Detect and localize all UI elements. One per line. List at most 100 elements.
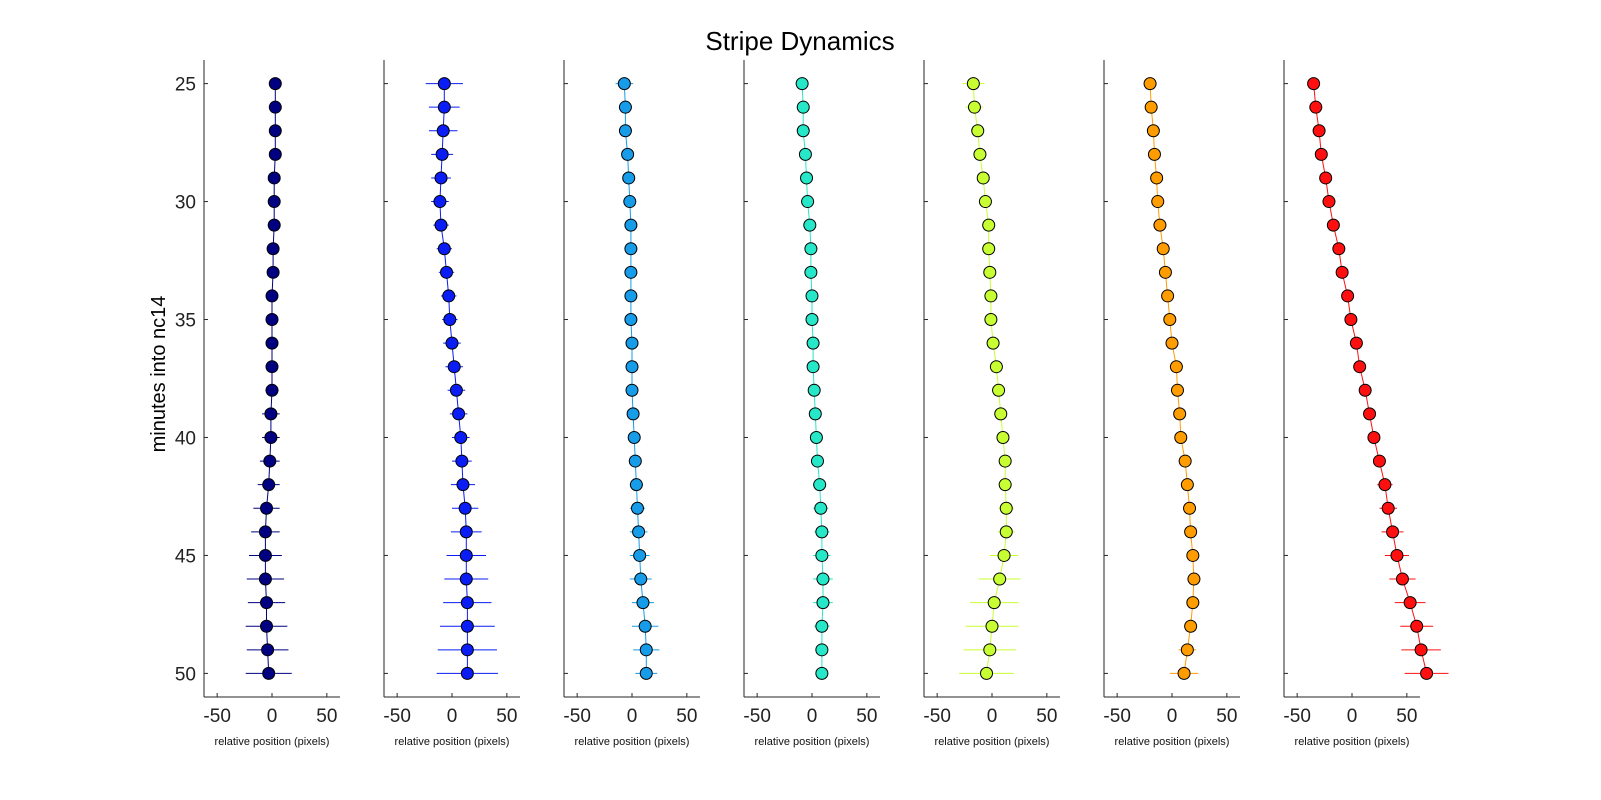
data-point	[1165, 336, 1179, 350]
data-point	[967, 100, 981, 114]
data-point	[993, 572, 1007, 586]
x-axis-label: relative position (pixels)	[575, 736, 690, 748]
data-point	[994, 407, 1008, 421]
data-point	[815, 548, 829, 562]
data-point	[1341, 289, 1355, 303]
chart-title: Stripe Dynamics	[705, 26, 894, 56]
data-point	[1163, 313, 1177, 327]
data-point	[460, 596, 474, 610]
data-point	[268, 147, 282, 161]
data-point	[999, 525, 1013, 539]
x-tick-label: 0	[1347, 706, 1358, 727]
data-point	[442, 289, 456, 303]
y-axis-label: minutes into nc14	[148, 296, 170, 453]
data-point	[264, 407, 278, 421]
data-point	[984, 313, 998, 327]
data-point	[638, 619, 652, 633]
series-line	[1313, 83, 1428, 674]
data-point	[1169, 360, 1183, 374]
data-point	[986, 336, 1000, 350]
x-tick-label: -50	[1283, 706, 1310, 727]
data-point	[815, 619, 829, 633]
data-point	[454, 430, 468, 444]
panel-7: -50 0 50 relative position (pixels)	[1283, 60, 1449, 748]
data-point	[629, 478, 643, 492]
panels-group: 25 30 35 40 45 50 -50 0 50 relative position (pix…	[175, 60, 1449, 748]
data-point	[459, 572, 473, 586]
x-tick-label: 50	[496, 706, 517, 727]
data-point	[813, 478, 827, 492]
x-tick-label: 50	[316, 706, 337, 727]
data-point	[443, 313, 457, 327]
data-point	[1410, 619, 1424, 633]
data-point	[1326, 218, 1340, 232]
data-point	[992, 383, 1006, 397]
data-point	[625, 383, 639, 397]
data-point	[1180, 478, 1194, 492]
data-point	[437, 242, 451, 256]
data-point	[815, 666, 829, 680]
data-point	[1144, 100, 1158, 114]
data-point	[621, 147, 635, 161]
data-point	[982, 242, 996, 256]
y-tick-label: 35	[175, 311, 196, 332]
data-point	[628, 454, 642, 468]
data-point	[984, 289, 998, 303]
data-point	[803, 218, 817, 232]
x-axis-label: relative position (pixels)	[1295, 736, 1410, 748]
data-point	[268, 100, 282, 114]
data-point	[625, 360, 639, 374]
data-point	[623, 195, 637, 209]
data-point	[624, 289, 638, 303]
data-point	[1335, 265, 1349, 279]
data-point	[624, 265, 638, 279]
data-point	[1319, 171, 1333, 185]
data-point	[445, 336, 459, 350]
data-point	[1147, 147, 1161, 161]
y-tick-label: 45	[175, 546, 196, 567]
data-point	[985, 619, 999, 633]
data-point	[1174, 430, 1188, 444]
data-point	[1403, 596, 1417, 610]
data-point	[1153, 218, 1167, 232]
data-point	[639, 666, 653, 680]
data-point	[808, 407, 822, 421]
x-axis-label: relative position (pixels)	[755, 736, 870, 748]
data-point	[1146, 124, 1160, 138]
data-point	[1143, 77, 1157, 91]
data-point	[1173, 407, 1187, 421]
data-point	[1307, 77, 1321, 91]
data-point	[795, 77, 809, 91]
data-point	[265, 360, 279, 374]
data-point	[1390, 548, 1404, 562]
data-point	[625, 336, 639, 350]
data-point	[434, 171, 448, 185]
data-point	[458, 501, 472, 515]
data-point	[973, 147, 987, 161]
x-tick-label: 0	[807, 706, 818, 727]
data-point	[800, 171, 814, 185]
data-point	[805, 289, 819, 303]
data-point	[265, 289, 279, 303]
data-point	[1378, 478, 1392, 492]
panel-5: -50 0 50 relative position (pixels)	[923, 60, 1060, 748]
data-point	[260, 596, 274, 610]
data-point	[634, 572, 648, 586]
x-tick-label: 50	[1036, 706, 1057, 727]
x-tick-label: 50	[856, 706, 877, 727]
data-point	[814, 501, 828, 515]
data-point	[1363, 407, 1377, 421]
data-point	[998, 454, 1012, 468]
panel-3: -50 0 50 relative position (pixels)	[563, 60, 700, 748]
data-point	[460, 619, 474, 633]
x-tick-label: 0	[627, 706, 638, 727]
x-tick-label: -50	[743, 706, 770, 727]
data-point	[1309, 100, 1323, 114]
data-point	[1381, 501, 1395, 515]
data-point	[258, 525, 272, 539]
data-point	[807, 383, 821, 397]
data-point	[460, 643, 474, 657]
data-point	[1332, 242, 1346, 256]
panel-2: -50 0 50 relative position (pixels)	[383, 60, 520, 748]
